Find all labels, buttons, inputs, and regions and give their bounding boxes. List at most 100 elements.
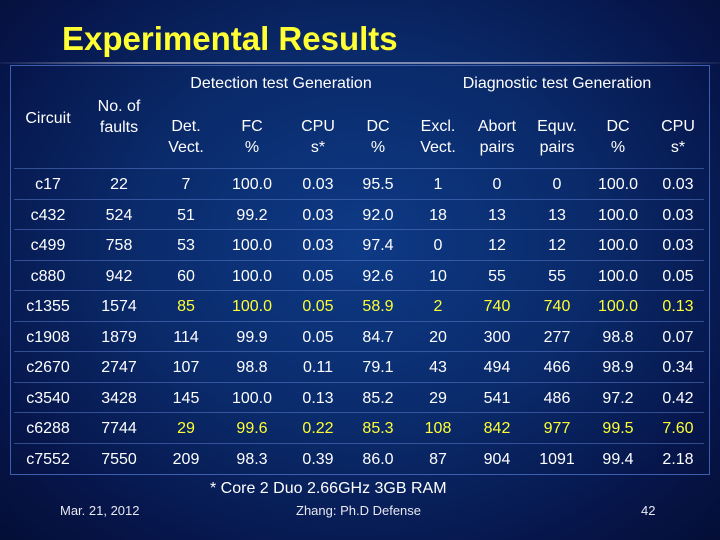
- cell-dc-diagnostic: 98.8: [602, 328, 634, 346]
- cell-dc-detection: 84.7: [362, 328, 394, 346]
- header-det-line2: Vect.: [168, 139, 204, 156]
- cell-abort-pairs: 12: [488, 237, 506, 254]
- header-faults-line1: No. of: [97, 98, 141, 115]
- cell-circuit: c17: [35, 176, 61, 193]
- cell-excl-vect: 43: [429, 359, 447, 376]
- cell-dc-detection: 85.2: [362, 389, 394, 407]
- header-excl-line1: Excl.: [420, 118, 456, 135]
- cell-dc-detection: 86.0: [362, 450, 394, 468]
- cell-abort-pairs: 494: [483, 359, 511, 376]
- cell-dc-detection: 79.1: [362, 359, 394, 376]
- cell-dc-diagnostic: 100.0: [597, 267, 639, 285]
- row-divider: [14, 412, 704, 413]
- cell-dc-diagnostic: 100.0: [597, 298, 639, 315]
- cell-faults: 7550: [101, 450, 137, 468]
- cell-equv-pairs: 277: [543, 328, 571, 346]
- cell-fc: 98.3: [236, 450, 268, 468]
- cell-fc: 99.2: [236, 206, 268, 224]
- cell-fc: 100.0: [231, 298, 273, 315]
- cell-excl-vect: 18: [429, 206, 447, 224]
- cell-cpu-detection: 0.39: [302, 450, 334, 468]
- header-faults: No. of faults: [98, 96, 141, 138]
- cell-dc-detection: 58.9: [362, 298, 394, 315]
- header-fc: FC %: [241, 116, 262, 158]
- cell-fc: 100.0: [231, 389, 273, 407]
- footer-page-number: 42: [641, 503, 656, 518]
- cell-cpu-detection: 0.03: [302, 176, 334, 193]
- header-equv-line1: Equv.: [537, 118, 577, 135]
- cell-det-vect: 85: [177, 298, 195, 315]
- cell-cpu-detection: 0.03: [302, 206, 334, 224]
- group-header-diagnostic: Diagnostic test Generation: [462, 75, 652, 92]
- cell-faults: 2747: [101, 359, 137, 376]
- cell-cpu-diagnostic: 0.34: [662, 359, 694, 376]
- row-divider: [14, 381, 704, 383]
- cell-cpu-diagnostic: 0.03: [662, 176, 694, 193]
- header-det-line1: Det.: [171, 118, 201, 135]
- cell-cpu-diagnostic: 0.05: [662, 267, 694, 285]
- cell-equv-pairs: 55: [548, 267, 566, 285]
- cell-excl-vect: 29: [429, 389, 447, 407]
- header-equv-pairs: Equv. pairs: [537, 116, 577, 158]
- cell-fc: 98.8: [236, 359, 268, 376]
- cell-faults: 758: [105, 237, 133, 254]
- group-header-detection: Detection test Generation: [190, 75, 372, 92]
- header-cpu-detection: CPU s*: [301, 116, 335, 158]
- cell-fc: 100.0: [231, 267, 273, 285]
- cell-equv-pairs: 740: [543, 298, 571, 315]
- cell-det-vect: 53: [177, 237, 195, 254]
- header-dc-diagnostic: DC %: [606, 116, 629, 158]
- cell-det-vect: 29: [177, 420, 195, 437]
- cell-excl-vect: 87: [429, 450, 447, 468]
- cell-cpu-diagnostic: 0.03: [662, 237, 694, 254]
- cell-faults: 3428: [101, 389, 137, 407]
- cell-excl-vect: 0: [433, 237, 443, 254]
- header-equv-line2: pairs: [539, 139, 575, 156]
- cell-excl-vect: 20: [429, 328, 447, 346]
- cell-circuit: c880: [30, 267, 66, 285]
- cell-dc-detection: 92.6: [362, 267, 394, 285]
- header-cpu-diagnostic: CPU s*: [661, 116, 695, 158]
- cell-cpu-diagnostic: 2.18: [662, 450, 694, 468]
- cell-cpu-detection: 0.13: [302, 389, 334, 407]
- row-divider: [14, 320, 704, 322]
- cell-dc-diagnostic: 100.0: [597, 206, 639, 224]
- cell-abort-pairs: 541: [483, 389, 511, 407]
- row-divider: [14, 351, 704, 352]
- cell-dc-diagnostic: 99.5: [602, 420, 634, 437]
- cell-det-vect: 107: [172, 359, 200, 376]
- header-cpu1-line1: CPU: [301, 118, 335, 135]
- cell-dc-diagnostic: 99.4: [602, 450, 634, 468]
- header-abort-line1: Abort: [477, 118, 517, 135]
- cell-dc-detection: 95.5: [362, 176, 394, 193]
- cell-excl-vect: 1: [433, 176, 443, 193]
- cell-cpu-detection: 0.03: [302, 237, 334, 254]
- header-excl-vect: Excl. Vect.: [420, 116, 456, 158]
- cell-abort-pairs: 740: [483, 298, 511, 315]
- cell-fc: 99.6: [236, 420, 268, 437]
- cell-circuit: c6288: [26, 420, 70, 437]
- header-circuit: Circuit: [25, 110, 71, 127]
- cell-abort-pairs: 13: [488, 206, 506, 224]
- cell-circuit: c499: [30, 237, 66, 254]
- cell-dc-diagnostic: 98.9: [602, 359, 634, 376]
- cell-cpu-diagnostic: 0.07: [662, 328, 694, 346]
- cell-dc-detection: 97.4: [362, 237, 394, 254]
- cell-abort-pairs: 0: [492, 176, 502, 193]
- header-det-vect: Det. Vect.: [168, 116, 204, 158]
- cell-faults: 524: [105, 206, 133, 224]
- cell-equv-pairs: 12: [548, 237, 566, 254]
- cell-dc-diagnostic: 100.0: [597, 237, 639, 254]
- cell-cpu-diagnostic: 0.03: [662, 206, 694, 224]
- cell-cpu-diagnostic: 0.42: [662, 389, 694, 407]
- header-faults-line2: faults: [99, 119, 139, 136]
- cell-circuit: c2670: [26, 359, 70, 376]
- header-excl-line2: Vect.: [420, 139, 456, 156]
- cell-abort-pairs: 842: [483, 420, 511, 437]
- cell-cpu-diagnostic: 7.60: [662, 420, 694, 437]
- cell-dc-diagnostic: 100.0: [597, 176, 639, 193]
- header-dc1-line1: DC: [366, 118, 390, 135]
- cell-det-vect: 145: [172, 389, 200, 407]
- header-dc2-line2: %: [610, 139, 626, 156]
- cell-dc-detection: 85.3: [362, 420, 394, 437]
